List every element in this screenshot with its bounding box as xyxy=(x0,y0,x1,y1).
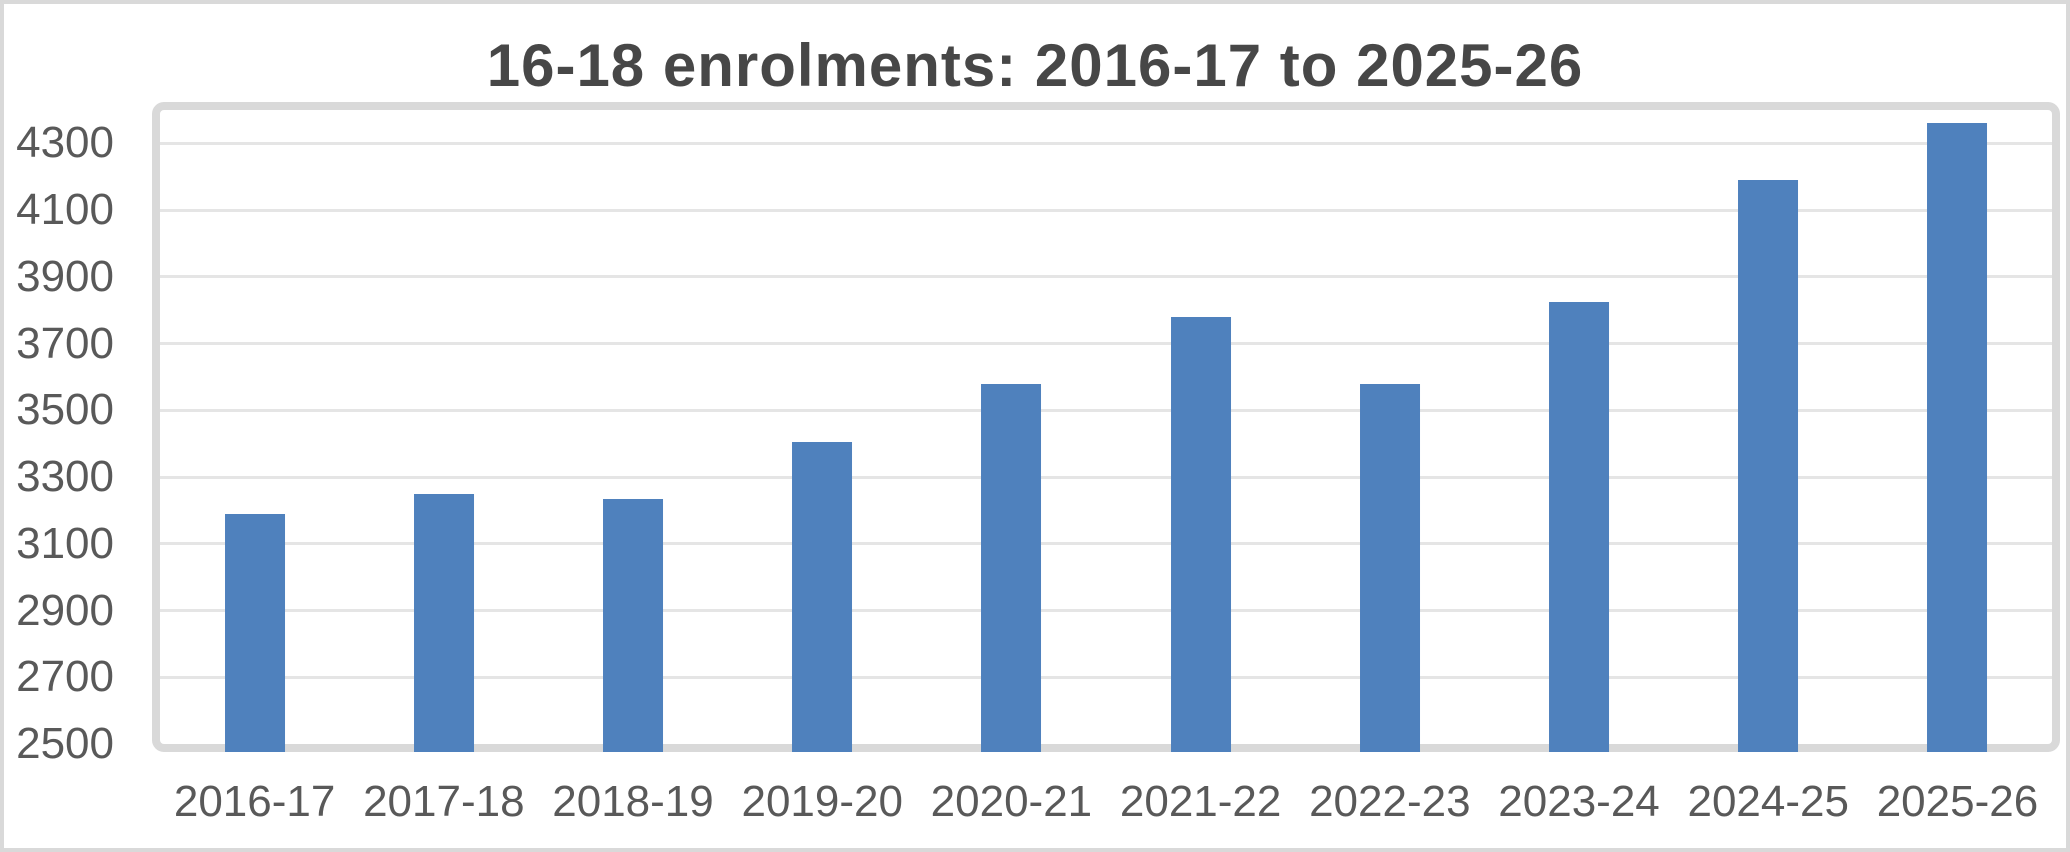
bar-2016-17 xyxy=(224,513,285,752)
gridline xyxy=(160,342,2052,346)
gridline xyxy=(160,475,2052,479)
bar-2024-25 xyxy=(1738,180,1799,752)
y-tick-label: 2500 xyxy=(16,719,114,768)
x-tick-label: 2019-20 xyxy=(741,777,903,826)
gridline xyxy=(160,208,2052,212)
bar-2019-20 xyxy=(792,442,853,752)
chart-title: 16-18 enrolments: 2016-17 to 2025-26 xyxy=(486,32,1584,99)
y-tick-label: 3900 xyxy=(16,251,114,301)
gridline xyxy=(160,141,2052,145)
bar-2020-21 xyxy=(981,383,1042,752)
x-tick-label: 2024-25 xyxy=(1687,777,1849,826)
bar-slot xyxy=(538,110,727,752)
gridline xyxy=(160,675,2052,679)
gridline xyxy=(160,542,2052,546)
plot-area xyxy=(152,102,2060,752)
x-tick-label: 2017-18 xyxy=(363,777,525,826)
bar-slot xyxy=(1674,110,1863,752)
bar-2022-23 xyxy=(1359,383,1420,752)
x-tick-label: 2020-21 xyxy=(930,777,1093,826)
bar-2018-19 xyxy=(603,498,663,752)
x-tick-label: 2018-19 xyxy=(552,777,714,826)
y-tick-label: 4300 xyxy=(16,118,114,168)
y-axis-tick-labels: 2500 2700 2900 3100 3300 3500 3700 3900 4100 4300 xyxy=(0,110,114,766)
y-tick-label: 3100 xyxy=(16,518,114,568)
bar-2021-22 xyxy=(1170,316,1231,752)
y-tick-label: 3700 xyxy=(16,318,114,368)
gridline xyxy=(160,408,2052,412)
y-tick-label: 2900 xyxy=(16,585,114,635)
y-tick-label: 3300 xyxy=(16,452,114,502)
gridlines-layer xyxy=(160,110,2052,744)
x-axis-tick-labels: 2016-17 2017-18 2018-19 2019-20 2020-21 2021-… xyxy=(160,774,2052,830)
bar-slot xyxy=(1106,110,1295,752)
x-tick-label: 2022-23 xyxy=(1309,777,1471,826)
bar-slot xyxy=(1295,110,1484,752)
bar-2025-26 xyxy=(1927,123,1988,752)
bars-layer xyxy=(160,110,2052,752)
y-tick-label: 3500 xyxy=(16,385,114,435)
x-tick-label: 2025-26 xyxy=(1876,777,2039,826)
x-tick-label: 2021-22 xyxy=(1119,777,1282,826)
bar-slot xyxy=(1863,110,2052,752)
y-tick-label: 2700 xyxy=(16,652,114,702)
bar-2017-18 xyxy=(413,493,474,752)
bar-slot xyxy=(728,110,917,752)
y-tick-label: 4100 xyxy=(16,185,114,235)
x-tick-label: 2016-17 xyxy=(173,777,336,826)
bar-slot xyxy=(1484,110,1673,752)
bar-slot xyxy=(160,110,349,752)
bar-2023-24 xyxy=(1549,301,1609,752)
bar-slot xyxy=(349,110,538,752)
bar-slot xyxy=(917,110,1106,752)
x-tick-label: 2023-24 xyxy=(1498,777,1660,826)
gridline xyxy=(160,609,2052,613)
gridline xyxy=(160,275,2052,279)
